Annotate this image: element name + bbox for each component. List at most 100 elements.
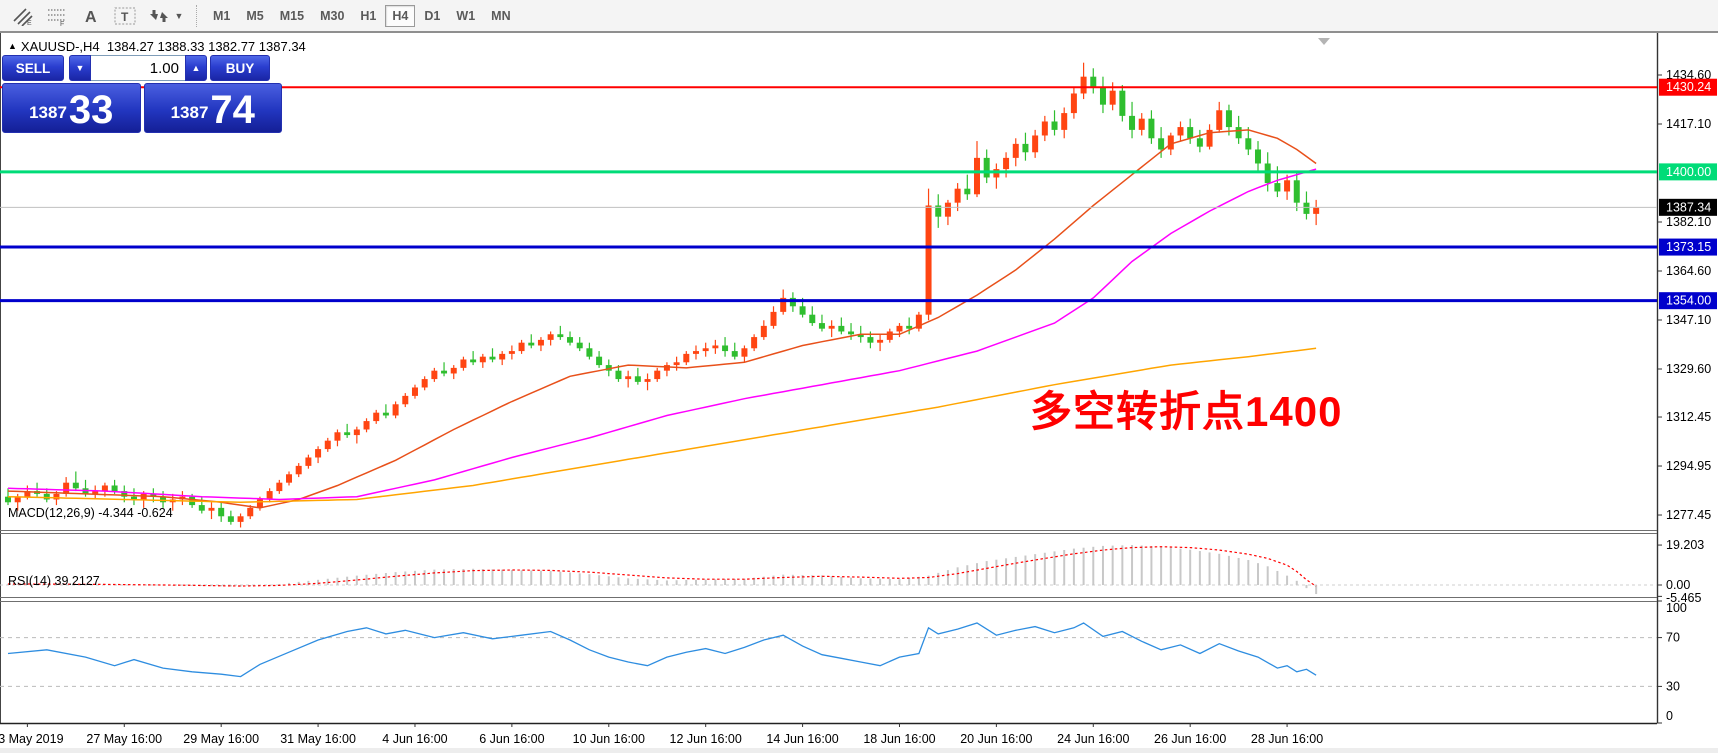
candle-body: [1012, 143, 1019, 158]
arrows-icon[interactable]: ▼: [145, 4, 185, 28]
candle-body: [1032, 135, 1039, 153]
date-tick-label: 24 Jun 16:00: [1057, 732, 1129, 746]
ohlc-open: 1384.27: [106, 39, 154, 54]
price-badge-label: 1373.15: [1666, 240, 1711, 254]
candle-body: [1245, 138, 1252, 150]
chart-window: 1434.60 1417.10 1382.10 1364.60 1347.10 1329.…: [0, 33, 1718, 753]
candle-body: [906, 325, 913, 329]
timeframe-h4[interactable]: H4: [385, 4, 416, 27]
candle-body: [160, 496, 167, 503]
candle-body: [315, 449, 322, 458]
date-tick-label: 4 Jun 16:00: [382, 732, 447, 746]
candle-body: [576, 342, 583, 349]
candle-body: [983, 157, 990, 178]
price-tick-label: 1417.10: [1666, 117, 1711, 131]
timeframe-bar: M1 M5 M15 M30 H1 H4 D1 W1 MN: [205, 4, 519, 27]
macd-signal-line: [8, 546, 1317, 587]
candle-body: [508, 351, 515, 354]
chart-plot[interactable]: 1434.60 1417.10 1382.10 1364.60 1347.10 1329.…: [0, 33, 1718, 753]
timeframe-m30[interactable]: M30: [320, 8, 345, 23]
candle-body: [1284, 180, 1291, 192]
collapse-arrow-icon[interactable]: ▲: [8, 41, 17, 51]
ohlc-close: 1387.34: [258, 39, 306, 54]
rsi-tick-label: 30: [1666, 679, 1680, 693]
candle-body: [712, 345, 719, 349]
candle-body: [644, 379, 651, 382]
candle-body: [286, 474, 293, 483]
ask-price-box[interactable]: 1387 74: [143, 83, 282, 133]
sell-button[interactable]: SELL: [2, 55, 64, 81]
candle-body: [198, 505, 205, 511]
macd-label: MACD(12,26,9) -4.344 -0.624: [8, 506, 173, 520]
candle-body: [276, 482, 283, 492]
candle-body: [295, 465, 302, 475]
one-click-trading-panel: SELL ▼ ▲ BUY 1387 33 1387 74: [2, 55, 282, 133]
candle-body: [470, 359, 477, 363]
timeframe-m5[interactable]: M5: [246, 8, 264, 23]
candle-body: [460, 359, 467, 368]
text-label-icon[interactable]: T: [111, 4, 139, 28]
macd-tick-label: -5.465: [1666, 591, 1701, 605]
candle-body: [567, 337, 574, 343]
bid-price-box[interactable]: 1387 33: [2, 83, 141, 133]
candle-body: [237, 516, 244, 522]
text-icon[interactable]: A: [77, 4, 105, 28]
candle-body: [838, 325, 845, 332]
timeframe-mn[interactable]: MN: [491, 8, 511, 23]
svg-text:T: T: [121, 10, 129, 24]
candle-body: [780, 297, 787, 312]
buy-button[interactable]: BUY: [210, 55, 270, 81]
chart-title: ▲ XAUUSD-,H4 1384.27 1388.33 1382.77 1387…: [8, 39, 306, 54]
candle-body: [1003, 157, 1010, 170]
candle-body: [683, 353, 690, 363]
candle-body: [1148, 118, 1155, 139]
candle-body: [1041, 121, 1048, 136]
fibonacci-icon[interactable]: F: [43, 4, 71, 28]
candle-body: [1109, 90, 1116, 105]
timeframe-m1[interactable]: M1: [213, 8, 231, 23]
candle-body: [722, 345, 729, 352]
candle-body: [382, 412, 389, 416]
candle-body: [770, 311, 777, 326]
equidistant-channel-icon[interactable]: E: [9, 4, 37, 28]
volume-decrease-button[interactable]: ▼: [69, 55, 91, 81]
candle-body: [547, 334, 554, 340]
candle-body: [1303, 202, 1310, 214]
candle-body: [441, 370, 448, 374]
candle-body: [615, 370, 622, 380]
timeframe-h1[interactable]: H1: [360, 8, 377, 23]
candle-body: [43, 493, 50, 500]
timeframe-w1[interactable]: W1: [456, 8, 476, 23]
timeframe-m15[interactable]: M15: [279, 8, 305, 23]
candle-body: [431, 370, 438, 380]
ohlc-high: 1388.33: [157, 39, 205, 54]
chart-text-annotation: 多空转折点1400: [1030, 388, 1343, 435]
chevron-down-icon: ▼: [174, 10, 184, 21]
rsi-tick-label: 0: [1666, 709, 1673, 723]
candle-body: [741, 348, 748, 357]
candle-body: [1274, 183, 1281, 192]
candle-body: [867, 337, 874, 343]
date-tick-label: 14 Jun 16:00: [766, 732, 838, 746]
timeframe-d1[interactable]: D1: [424, 8, 441, 23]
candle-body: [625, 376, 632, 380]
candle-body: [1255, 149, 1262, 164]
rsi-line: [7, 622, 1317, 678]
volume-input[interactable]: [91, 55, 185, 81]
candle-body: [334, 432, 341, 441]
ask-pips: 74: [210, 88, 255, 132]
candle-body: [101, 485, 108, 492]
candle-body: [964, 188, 971, 195]
volume-increase-button[interactable]: ▲: [185, 55, 207, 81]
candle-body: [809, 314, 816, 324]
candle-body: [935, 205, 942, 217]
price-tick-label: 1294.95: [1666, 459, 1711, 473]
toolbar: E F A T ▼ M1 M5 M15 M30 H1 H4 D1 W1 MN: [0, 0, 1718, 33]
ask-main: 1387: [170, 103, 209, 122]
candle-body: [1119, 90, 1126, 116]
candle-body: [1167, 135, 1174, 150]
candle-body: [218, 507, 225, 517]
date-tick-label: 12 Jun 16:00: [670, 732, 742, 746]
candle-body: [489, 356, 496, 360]
candle-body: [605, 365, 612, 371]
